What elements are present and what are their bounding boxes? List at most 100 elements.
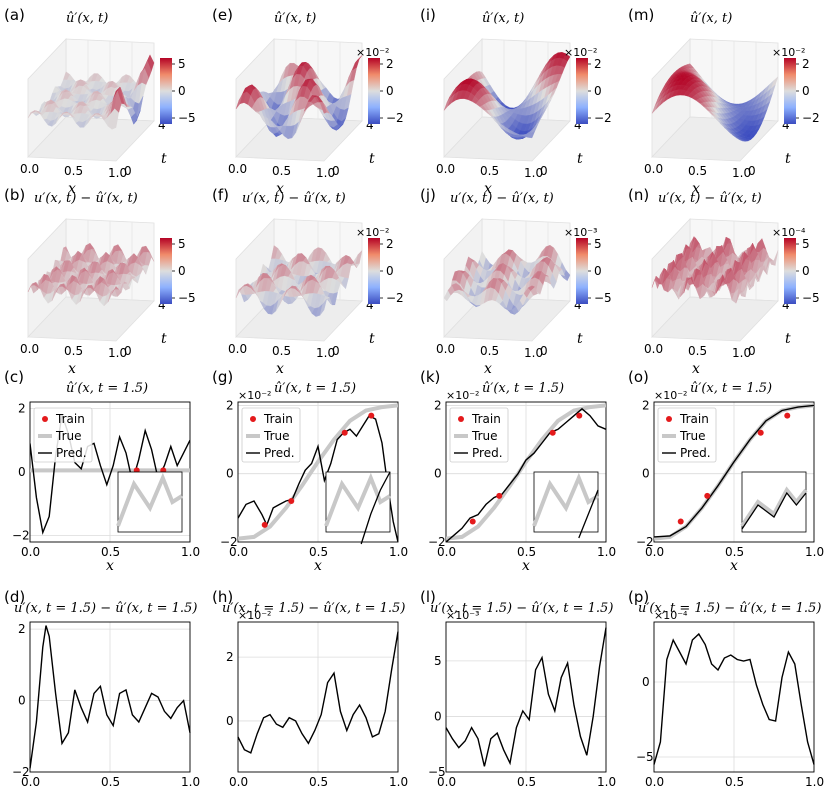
x-tick-label: 1.0 <box>524 166 543 180</box>
legend: Train True Pred. <box>241 407 301 463</box>
y-tick-label: −2 <box>636 535 654 549</box>
y-tick-label: 0 <box>642 467 650 481</box>
legend: Train True Pred. <box>33 407 93 463</box>
plot-frame <box>445 621 607 773</box>
x-tick-label: 1.0 <box>108 346 127 360</box>
legend-pred-label: Pred. <box>680 446 711 460</box>
zoom-inset <box>116 471 184 533</box>
y-tick-label: −5 <box>636 750 654 764</box>
colorbar-exponent: ×10⁻² <box>356 226 389 239</box>
x-tick-label: 1.0 <box>805 775 824 789</box>
inset-true-line <box>116 472 184 527</box>
panel-label: (l) <box>420 588 436 606</box>
panel-title: u′(x, t) − û′(x, t) <box>242 191 346 206</box>
y-tick-label: −5 <box>428 765 446 779</box>
colorbar-tick-label: −5 <box>178 291 196 305</box>
surface-floor <box>27 296 155 342</box>
x-axis-label: x <box>106 558 114 574</box>
x-axis-label: x <box>106 788 114 791</box>
t-tick-label: 0 <box>748 344 756 358</box>
panel-label: (d) <box>4 588 25 606</box>
t-tick-label: 0 <box>540 344 548 358</box>
error-series-line <box>445 627 607 767</box>
colorbar <box>784 238 796 304</box>
t-tick-label: 0 <box>124 164 132 178</box>
zoom-inset <box>324 471 392 545</box>
train-point <box>469 518 476 525</box>
x-tick-label: 0.0 <box>21 775 40 789</box>
x-tick-label: 0.5 <box>309 545 328 559</box>
axis-exponent: ×10⁻² <box>654 389 687 402</box>
y-tick-label: 0 <box>434 709 442 723</box>
panel-label: (k) <box>420 368 440 386</box>
legend-train-marker <box>250 416 256 422</box>
x-axis-label: x <box>730 788 738 791</box>
panel-label: (f) <box>212 186 229 204</box>
colorbar-tick-label: 0 <box>802 264 810 278</box>
zoom-inset <box>532 471 600 539</box>
t-axis-label: t <box>369 151 375 167</box>
error-series-line <box>653 632 815 765</box>
panel-label: (b) <box>4 186 25 204</box>
t-tick-label: 4 <box>574 118 582 132</box>
legend: Train True Pred. <box>449 407 509 463</box>
line-plot: 0.0 0.5 1.0 −2 0 2 x <box>12 621 200 791</box>
x-tick-label: 0.5 <box>480 164 499 178</box>
pred-series-line <box>654 404 814 538</box>
t-axis-label: t <box>577 151 583 167</box>
x-tick-label: 0.0 <box>644 162 663 176</box>
t-tick-label: 4 <box>782 298 790 312</box>
x-tick-label: 0.5 <box>101 775 120 789</box>
x-tick-label: 0.5 <box>480 344 499 358</box>
y-tick-label: 0 <box>226 467 234 481</box>
colorbar-tick-label: 0 <box>594 84 602 98</box>
y-tick-label: −2 <box>12 765 30 779</box>
legend-train-label: Train <box>263 412 293 426</box>
x-tick-label: 0.0 <box>645 775 664 789</box>
train-point <box>261 521 268 528</box>
x-tick-label: 1.0 <box>597 775 616 789</box>
legend-true-label: True <box>55 429 82 443</box>
colorbar-tick-label: −5 <box>594 291 612 305</box>
x-tick-label: 0.5 <box>272 164 291 178</box>
panel-title: u′(x, t = 1.5) − û′(x, t = 1.5) <box>430 601 613 616</box>
x-axis-label: x <box>276 181 284 197</box>
t-tick-label: 0 <box>540 164 548 178</box>
y-tick-label: 0 <box>226 714 234 728</box>
axis-exponent: ×10⁻³ <box>446 609 479 622</box>
colorbar-tick-label: 2 <box>386 237 394 251</box>
colorbar-tick-label: 0 <box>386 84 394 98</box>
t-tick-label: 0 <box>124 344 132 358</box>
t-axis-label: t <box>785 331 791 347</box>
x-tick-label: 1.0 <box>389 545 408 559</box>
legend-box <box>449 407 509 463</box>
colorbar-tick-label: 2 <box>594 57 602 71</box>
x-tick-label: 0.5 <box>725 545 744 559</box>
t-axis-label: t <box>161 331 167 347</box>
x-tick-label: 0.0 <box>436 342 455 356</box>
legend-train-label: Train <box>679 412 709 426</box>
panel-label: (c) <box>4 368 24 386</box>
plot-frame <box>445 401 607 543</box>
colorbar-exponent: ×10⁻² <box>772 46 805 59</box>
x-tick-label: 0.0 <box>436 162 455 176</box>
line-plot: 0.0 0.5 1.0 −2 0 2 x ×10⁻² Train True Pred. <box>636 389 824 574</box>
x-axis-label: x <box>68 361 76 377</box>
train-point <box>288 498 295 505</box>
x-axis-label: x <box>692 181 700 197</box>
x-tick-label: 0.0 <box>229 775 248 789</box>
x-tick-label: 0.0 <box>437 545 456 559</box>
surface-floor <box>235 116 363 162</box>
x-tick-label: 0.5 <box>517 545 536 559</box>
colorbar-tick-label: 5 <box>178 237 186 251</box>
inset-true-line <box>324 472 392 527</box>
panel-label: (o) <box>628 368 649 386</box>
line-plot: 0.0 0.5 1.0 −2 0 2 x Train True Pred. <box>12 401 200 574</box>
plot-area <box>446 403 606 542</box>
legend-box <box>241 407 301 463</box>
pred-series-line <box>446 407 606 542</box>
